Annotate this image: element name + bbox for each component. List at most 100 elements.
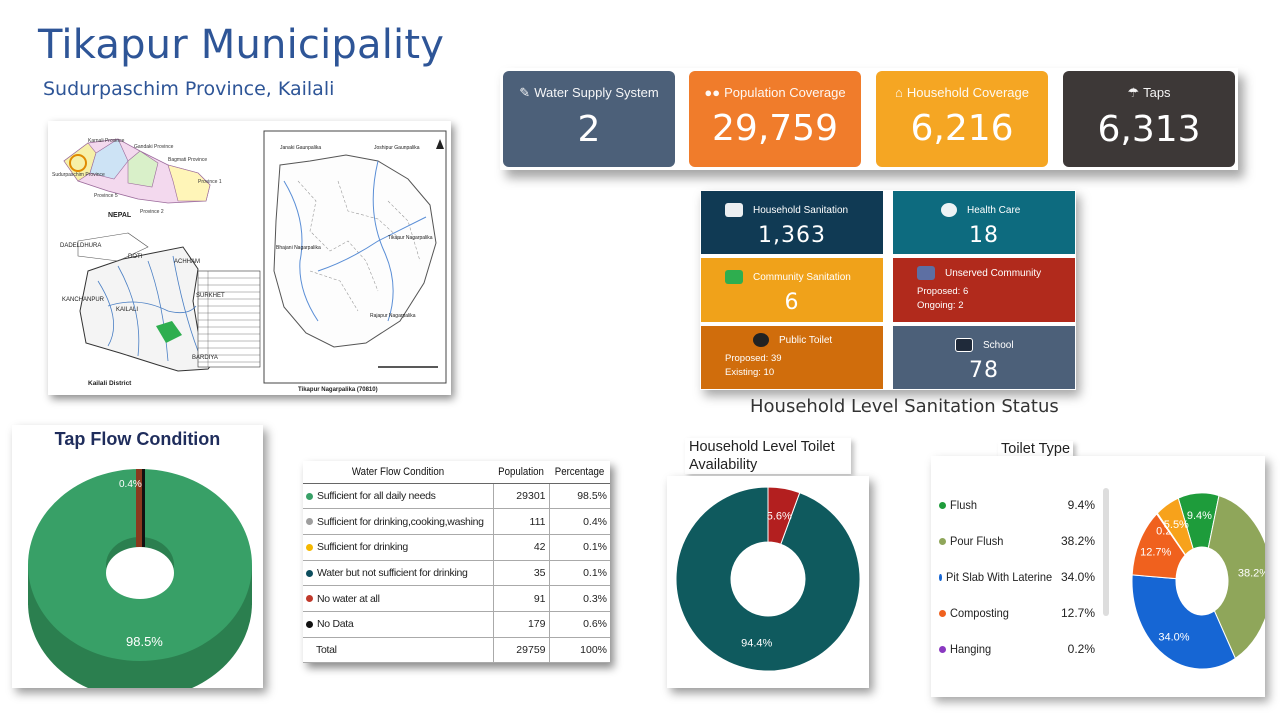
legend-scrollbar[interactable] <box>1103 488 1109 616</box>
unserved-community-tile[interactable]: Unserved Community Proposed: 6 Ongoing: … <box>893 258 1075 322</box>
legend-name: Composting <box>950 606 1009 620</box>
map-figure: Karnali Province Gandaki Province Bagmat… <box>48 121 451 395</box>
map-label-surkhet: SURKHET <box>196 293 225 299</box>
table-row: No water at all 91 0.3% <box>303 585 610 612</box>
table-row: Sufficient for drinking 42 0.1% <box>303 534 610 561</box>
small-slice-label: 0.4% <box>119 479 142 490</box>
map-label-nepal: NEPAL <box>108 212 132 219</box>
slice-label: 9.4% <box>1187 510 1212 522</box>
condition-cell: Total <box>303 637 493 664</box>
page-subtitle: Sudurpaschim Province, Kailali <box>43 78 335 100</box>
toilet-type-panel: Flush 9.4% Pour Flush 38.2% Pit Slab With La… <box>931 456 1273 697</box>
tile-value: 78 <box>969 358 999 383</box>
edit-icon: ✎ <box>519 85 531 100</box>
map-label-janaki: Janaki Gaunpalika <box>280 145 321 151</box>
kpi-value: 29,759 <box>712 108 838 149</box>
sanitation-tiles: Household Sanitation 1,363 Health Care 1… <box>700 190 1076 390</box>
tile-value: 18 <box>969 223 999 248</box>
legend-item[interactable]: Flush 9.4% <box>939 498 1095 512</box>
table-row: Sufficient for drinking,cooking,washing 1… <box>303 508 610 535</box>
health-care-tile[interactable]: Health Care 18 <box>893 191 1075 254</box>
percentage-cell: 98.5% <box>548 483 610 510</box>
map-label-karnali: Karnali Province <box>88 138 125 144</box>
slice-label: 12.7% <box>1140 546 1171 558</box>
kpi-label: Water Supply System <box>534 85 659 100</box>
community-icon <box>725 270 743 284</box>
map-label-province1: Province 1 <box>198 179 222 185</box>
school-tile[interactable]: School 78 <box>893 326 1075 389</box>
legend-dot <box>939 610 946 617</box>
map-label-bardiya: BARDIYA <box>192 355 218 361</box>
slice-label: 34.0% <box>1158 631 1189 643</box>
toilet-type-title: Toilet Type <box>998 441 1074 457</box>
donut-slice[interactable] <box>1156 497 1194 556</box>
donut-slice[interactable] <box>1207 494 1273 660</box>
table-row: Sufficient for all daily needs 29301 98.5% <box>303 483 610 510</box>
map-label-tikapur: Tikapur Nagarpalika <box>388 235 433 241</box>
map-label-dadeldhura: DADELDHURA <box>60 243 101 249</box>
faucet-icon: ☂ <box>1127 85 1140 100</box>
slice-label: 5.6% <box>767 510 792 522</box>
legend-name: Hanging <box>950 642 992 656</box>
public-toilet-tile[interactable]: Public Toilet Proposed: 39 Existing: 10 <box>701 326 883 389</box>
table-total-row: Total 29759 100% <box>303 637 610 664</box>
kpi-water-supply-card[interactable]: ✎ Water Supply System 2 <box>503 71 675 167</box>
table-body: Sufficient for all daily needs 29301 98.5%… <box>303 483 610 664</box>
toilet-availability-donut: 94.4% 5.6% <box>675 486 861 672</box>
donut-slice[interactable] <box>767 486 801 545</box>
tile-existing: Existing: 10 <box>725 367 775 378</box>
tile-ongoing: Ongoing: 2 <box>917 300 964 311</box>
health-care-icon <box>941 203 957 217</box>
legend-dot <box>306 518 313 526</box>
kpi-label: Population Coverage <box>724 85 846 100</box>
slice-label: 38.2% <box>1238 568 1265 580</box>
kpi-label: Household Coverage <box>906 85 1029 100</box>
legend-dot <box>306 543 313 551</box>
header-condition: Water Flow Condition <box>314 461 482 484</box>
legend-item[interactable]: Composting 12.7% <box>939 606 1095 620</box>
condition-cell: Sufficient for drinking,cooking,washing <box>317 515 484 528</box>
population-cell: 29301 <box>492 483 549 510</box>
map-label-province5: Province 5 <box>94 193 118 199</box>
percentage-cell: 0.6% <box>548 611 610 638</box>
water-flow-table: Water Flow Condition Population Percenta… <box>303 461 610 664</box>
legend-item[interactable]: Pit Slab With Laterine 34.0% <box>939 570 1095 584</box>
legend-item[interactable]: Pour Flush 38.2% <box>939 534 1095 548</box>
kpi-household-card[interactable]: ⌂ Household Coverage 6,216 <box>876 71 1048 167</box>
kpi-value: 6,313 <box>1097 109 1201 150</box>
map-label-kailali: KAILALI <box>116 307 138 313</box>
kpi-population-card[interactable]: ●● Population Coverage 29,759 <box>689 71 861 167</box>
kpi-taps-card[interactable]: ☂ Taps 6,313 <box>1063 71 1235 167</box>
legend-dot <box>939 502 946 509</box>
map-caption: Tikapur Nagarpalika (70810) <box>298 387 378 393</box>
tap-flow-panel: Tap Flow Condition 0.4% 98.5% <box>12 425 263 699</box>
donut-slice[interactable] <box>675 486 861 672</box>
legend-dot <box>939 538 946 545</box>
legend-dot <box>306 595 313 603</box>
donut-slice[interactable] <box>1131 574 1236 670</box>
legend-percent: 38.2% <box>1060 534 1095 548</box>
kpi-summary-row: ✎ Water Supply System 2 ●● Population Cove… <box>500 68 1238 170</box>
community-sanitation-tile[interactable]: Community Sanitation 6 <box>701 258 883 322</box>
map-label-achham: ACHHAM <box>174 259 200 265</box>
sanitation-caption: Household Level Sanitation Status <box>750 396 1059 417</box>
household-sanitation-tile[interactable]: Household Sanitation 1,363 <box>701 191 883 254</box>
tile-value: 1,363 <box>758 223 826 248</box>
legend-item[interactable]: Hanging 0.2% <box>939 642 1095 656</box>
legend-dot <box>939 574 942 581</box>
slice-label: 94.4% <box>741 638 772 650</box>
map-label-bhajani: Bhajani Nagarpalika <box>276 245 321 251</box>
population-cell: 35 <box>492 560 549 587</box>
users-icon: ●● <box>704 85 721 100</box>
legend-dot <box>306 621 313 628</box>
percentage-cell: 0.1% <box>548 560 610 587</box>
table-row: Water but not sufficient for drinking 35 0… <box>303 560 610 587</box>
toilet-type-donut: 9.4%38.2%34.0%12.7%0.2%5.5% <box>1131 492 1273 670</box>
map-label-rajapur: Rajapur Nagarpalika <box>370 313 416 319</box>
tile-label: School <box>983 339 1014 351</box>
percentage-cell: 0.3% <box>548 585 610 612</box>
legend-percent: 34.0% <box>1060 570 1095 584</box>
tile-label: Household Sanitation <box>753 204 849 216</box>
percentage-cell: 0.1% <box>548 534 610 561</box>
map-label-province2: Province 2 <box>140 209 164 215</box>
